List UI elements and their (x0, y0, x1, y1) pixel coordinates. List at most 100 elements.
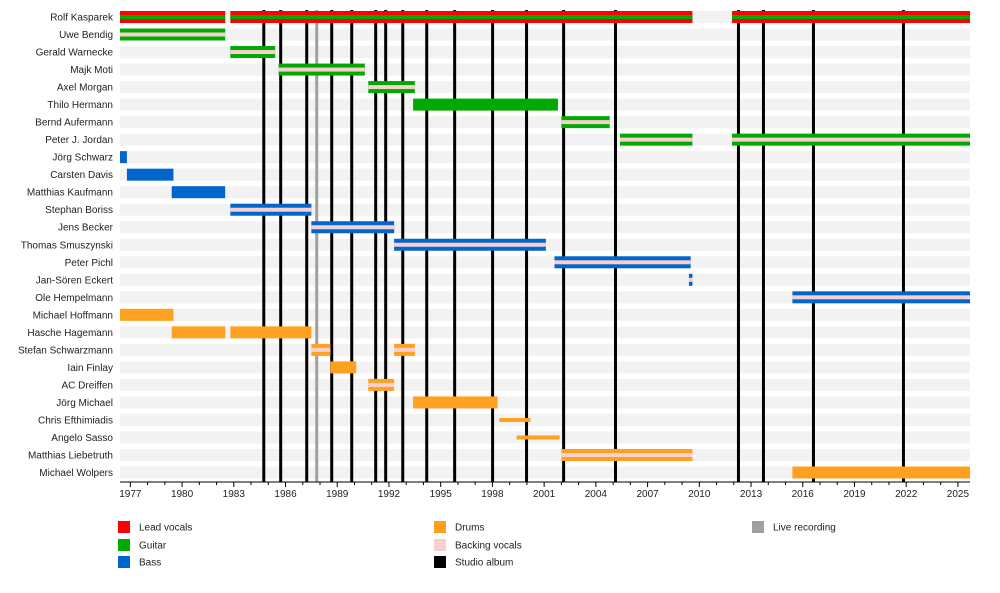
row-background (120, 63, 970, 76)
member-label: Gerald Warnecke (36, 48, 114, 59)
studio-album-line (279, 10, 283, 482)
row-background (120, 221, 970, 234)
studio-album-line (305, 10, 309, 482)
member-label: Ole Hempelmann (35, 293, 113, 304)
legend-label: Drums (455, 523, 484, 534)
studio-album-line (350, 10, 354, 482)
member-bar-stripe-backing-vocals (561, 120, 610, 125)
studio-album-line (330, 10, 334, 482)
studio-album-line (811, 10, 815, 482)
studio-album-line (901, 10, 905, 482)
studio-album-line (262, 10, 266, 482)
legend-swatch-lead-vocals (118, 521, 130, 533)
row-background (120, 308, 970, 321)
x-tick-label: 2001 (533, 489, 556, 500)
row-background (120, 378, 970, 391)
member-label: Majk Moti (70, 65, 113, 76)
x-tick-label: 2019 (843, 489, 866, 500)
member-bar-stripe-backing-vocals (311, 225, 395, 230)
member-label: Matthias Kaufmann (27, 188, 113, 199)
legend-label: Live recording (773, 523, 836, 534)
x-tick-label: 1980 (171, 489, 194, 500)
legend-label: Backing vocals (455, 541, 522, 552)
member-label: Matthias Liebetruth (28, 451, 113, 462)
member-bar-drums (516, 435, 560, 440)
x-tick-label: 2025 (947, 489, 970, 500)
row-background (120, 256, 970, 269)
member-label: Uwe Bendig (59, 30, 113, 41)
member-bar-stripe-backing-vocals (311, 347, 331, 352)
row-background (120, 28, 970, 41)
x-tick-label: 1992 (378, 489, 401, 500)
member-label: Chris Efthimiadis (38, 415, 113, 426)
member-label: Peter Pichl (65, 258, 113, 269)
member-label: Stephan Boriss (45, 205, 113, 216)
member-bar-drums (413, 396, 498, 409)
legend-label: Bass (139, 558, 161, 569)
member-bar-bass (120, 151, 127, 164)
x-tick-label: 1995 (430, 489, 453, 500)
member-label: Jörg Michael (56, 398, 113, 409)
member-label: Axel Morgan (57, 83, 113, 94)
member-bar-stripe-backing-vocals (368, 85, 415, 90)
row-background (120, 151, 970, 164)
member-label: Michael Wolpers (39, 468, 113, 479)
member-bar-stripe-backing-vocals (554, 260, 691, 265)
x-tick-label: 2016 (792, 489, 815, 500)
legend-swatch-bass (118, 556, 130, 568)
member-bar-stripe-backing-vocals (620, 137, 693, 142)
x-tick-label: 2007 (636, 489, 659, 500)
x-tick-label: 2022 (895, 489, 918, 500)
member-label: AC Dreiffen (61, 380, 113, 391)
legend-label: Studio album (455, 558, 513, 569)
row-background (120, 449, 970, 461)
member-label: Jörg Schwarz (52, 153, 113, 164)
member-label: Angelo Sasso (51, 433, 113, 444)
member-label: Peter J. Jordan (45, 135, 113, 146)
member-bar-stripe-backing-vocals (732, 137, 970, 142)
studio-album-line (384, 10, 388, 482)
member-bar-stripe-backing-vocals (688, 277, 693, 282)
row-background (120, 413, 970, 426)
member-bar-drums (330, 361, 357, 374)
member-bar-bass (171, 186, 226, 199)
member-label: Bernd Aufermann (35, 118, 113, 129)
member-label: Thilo Hermann (47, 100, 113, 111)
member-label: Thomas Smuszynski (21, 240, 113, 251)
member-bar-stripe-backing-vocals (394, 347, 415, 352)
member-label: Michael Hoffmann (33, 310, 113, 321)
member-bar-stripe-backing-vocals (792, 295, 970, 300)
studio-album-line (562, 10, 566, 482)
member-bar-drums (499, 417, 531, 422)
legend-swatch-live-recording (752, 521, 764, 533)
x-tick-label: 1998 (481, 489, 504, 500)
row-background (120, 396, 970, 409)
x-tick-label: 1977 (119, 489, 142, 500)
studio-album-line (374, 10, 378, 482)
row-background (120, 168, 970, 181)
studio-album-line (761, 10, 765, 482)
member-bar-drums (792, 466, 970, 479)
x-tick-label: 1986 (274, 489, 297, 500)
member-bar-drums (171, 326, 226, 339)
member-bar-stripe-backing-vocals (368, 382, 395, 387)
live-recording-line (315, 10, 319, 482)
x-tick-label: 2013 (740, 489, 763, 500)
member-label: Iain Finlay (67, 363, 113, 374)
row-background (120, 361, 970, 374)
member-label: Hasche Hagemann (27, 328, 113, 339)
member-bar-guitar (413, 98, 558, 111)
member-bar-bass (126, 168, 174, 181)
row-background (120, 186, 970, 199)
member-label: Stefan Schwarzmann (18, 345, 113, 356)
member-bar-drums (120, 308, 174, 321)
member-bar-stripe-backing-vocals (278, 67, 365, 72)
member-bar-stripe-guitar (230, 15, 693, 19)
legend-swatch-guitar (118, 539, 130, 551)
legend-label: Lead vocals (139, 523, 192, 534)
member-bar-stripe-guitar (120, 15, 226, 19)
member-bar-stripe-guitar (732, 15, 970, 19)
legend-swatch-backing-vocals (434, 539, 446, 551)
x-tick-label: 2010 (688, 489, 711, 500)
x-tick-label: 2004 (585, 489, 608, 500)
